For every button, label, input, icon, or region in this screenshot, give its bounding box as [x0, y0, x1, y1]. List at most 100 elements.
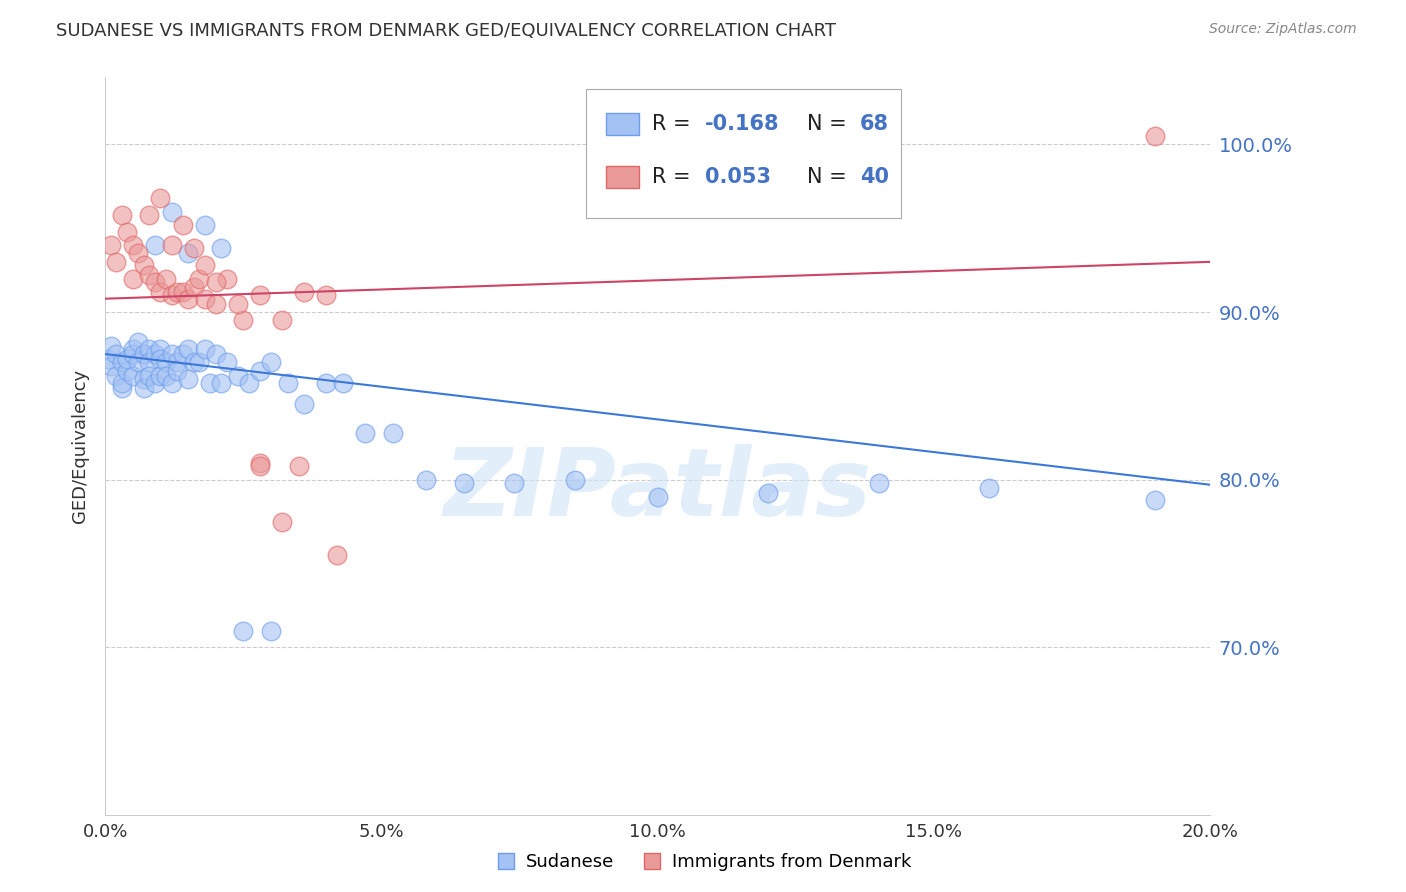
Text: ZIPatlas: ZIPatlas: [444, 444, 872, 536]
Point: [177, 246, 200, 260]
Point: [503, 476, 526, 491]
Point: [121, 271, 143, 285]
Point: [160, 238, 183, 252]
Point: [453, 476, 475, 491]
Point: [127, 246, 149, 260]
Point: [160, 204, 183, 219]
Point: [188, 271, 211, 285]
Point: [1143, 129, 1166, 144]
Point: [121, 368, 143, 383]
Point: [172, 285, 194, 299]
Point: [177, 292, 200, 306]
Point: [204, 275, 226, 289]
Point: [127, 355, 149, 369]
Point: [111, 208, 134, 222]
Point: [149, 368, 172, 383]
Point: [183, 355, 205, 369]
Point: [111, 376, 134, 390]
Point: [155, 271, 177, 285]
Point: [209, 376, 232, 390]
Point: [172, 218, 194, 232]
Point: [121, 342, 143, 356]
Point: [260, 624, 283, 638]
Point: [1143, 492, 1166, 507]
Point: [292, 397, 315, 411]
Point: [160, 288, 183, 302]
Point: [132, 372, 155, 386]
Point: [756, 486, 779, 500]
Point: [155, 355, 177, 369]
Point: [198, 376, 221, 390]
Legend: Sudanese, Immigrants from Denmark: Sudanese, Immigrants from Denmark: [488, 847, 918, 879]
Text: Source: ZipAtlas.com: Source: ZipAtlas.com: [1209, 22, 1357, 37]
Point: [138, 355, 160, 369]
Point: [97, 352, 120, 367]
Point: [209, 241, 232, 255]
Point: [177, 342, 200, 356]
Point: [143, 238, 166, 252]
Point: [315, 288, 337, 302]
Point: [194, 342, 217, 356]
Point: [132, 380, 155, 394]
Point: [111, 380, 134, 394]
Point: [249, 364, 271, 378]
Point: [149, 352, 172, 367]
Point: [138, 208, 160, 222]
Point: [215, 271, 238, 285]
Point: [117, 225, 139, 239]
Text: N =: N =: [807, 114, 853, 134]
Point: [132, 258, 155, 272]
FancyBboxPatch shape: [586, 88, 901, 218]
Point: [143, 275, 166, 289]
Point: [177, 372, 200, 386]
Point: [166, 355, 188, 369]
Point: [149, 342, 172, 356]
Point: [204, 347, 226, 361]
Point: [194, 258, 217, 272]
Point: [105, 347, 128, 361]
Point: [172, 347, 194, 361]
Point: [143, 376, 166, 390]
Point: [292, 285, 315, 299]
Point: [138, 342, 160, 356]
Point: [111, 355, 134, 369]
Text: 0.053: 0.053: [706, 167, 772, 187]
Point: [226, 368, 249, 383]
Point: [204, 297, 226, 311]
Point: [354, 425, 377, 440]
Point: [215, 355, 238, 369]
Point: [183, 241, 205, 255]
Point: [326, 548, 349, 562]
Text: 40: 40: [860, 167, 889, 187]
Point: [105, 368, 128, 383]
Point: [271, 313, 294, 327]
Point: [287, 459, 309, 474]
Point: [121, 238, 143, 252]
Point: [415, 473, 437, 487]
Bar: [606, 113, 638, 135]
Point: [183, 280, 205, 294]
Point: [166, 285, 188, 299]
Point: [149, 285, 172, 299]
Point: [232, 313, 254, 327]
Text: R =: R =: [652, 114, 697, 134]
Point: [260, 355, 283, 369]
Point: [232, 624, 254, 638]
Point: [138, 368, 160, 383]
Point: [315, 376, 337, 390]
Point: [249, 459, 271, 474]
Point: [149, 191, 172, 205]
Point: [647, 490, 669, 504]
Bar: [606, 166, 638, 188]
Point: [271, 515, 294, 529]
Text: SUDANESE VS IMMIGRANTS FROM DENMARK GED/EQUIVALENCY CORRELATION CHART: SUDANESE VS IMMIGRANTS FROM DENMARK GED/…: [56, 22, 837, 40]
Point: [188, 355, 211, 369]
Point: [132, 347, 155, 361]
Point: [143, 347, 166, 361]
Text: 68: 68: [860, 114, 889, 134]
Point: [381, 425, 404, 440]
Point: [121, 347, 143, 361]
Point: [100, 338, 122, 352]
Point: [127, 335, 149, 350]
Text: R =: R =: [652, 167, 697, 187]
